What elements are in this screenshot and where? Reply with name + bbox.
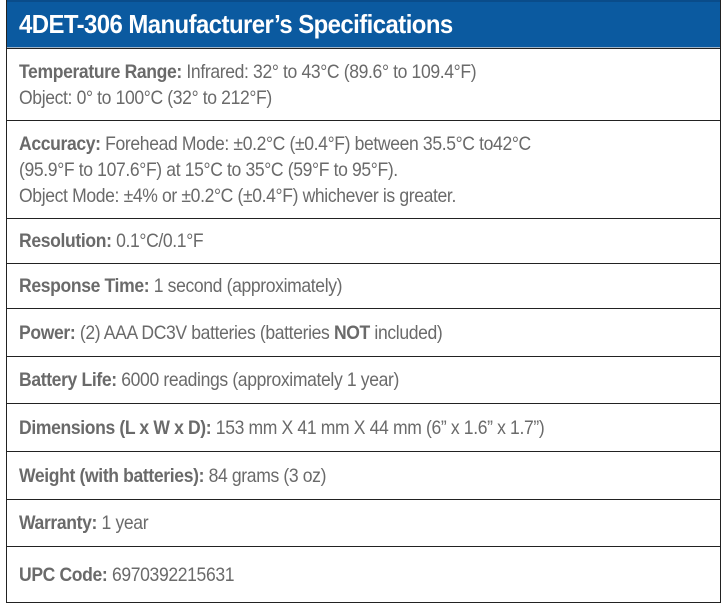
spec-value: 84 grams (3 oz) bbox=[208, 464, 327, 487]
spec-row-weight: Weight (with batteries): 84 grams (3 oz) bbox=[7, 451, 720, 499]
spec-value: 153 mm X 41 mm X 44 mm (6” x 1.6” x 1.7”… bbox=[215, 416, 545, 439]
spec-row-power: Power: (2) AAA DC3V batteries (batteries… bbox=[7, 308, 720, 356]
spec-row-battery-life: Battery Life: 6000 readings (approximate… bbox=[7, 356, 720, 403]
spec-value: 0.1°C/0.1°F bbox=[116, 230, 204, 252]
spec-row-warranty: Warranty: 1 year bbox=[7, 499, 720, 546]
spec-value: 6000 readings (approximately 1 year) bbox=[121, 369, 399, 391]
page-title: 4DET-306 Manufacturer’s Specifications bbox=[19, 9, 453, 39]
spec-value: Object Mode: ±4% or ±0.2°C (±0.4°F) whic… bbox=[19, 184, 456, 207]
spec-row-upc-code: UPC Code: 6970392215631 bbox=[7, 546, 720, 602]
spec-value: Infrared: 32° to 43°C (89.6° to 109.4°F) bbox=[186, 60, 477, 83]
spec-label: Accuracy: bbox=[19, 132, 101, 155]
spec-label: Battery Life: bbox=[19, 369, 117, 391]
spec-label: UPC Code: bbox=[19, 563, 108, 586]
spec-value: Forehead Mode: ±0.2°C (±0.4°F) between 3… bbox=[105, 132, 531, 155]
spec-value: 6970392215631 bbox=[111, 563, 235, 586]
spec-row-resolution: Resolution: 0.1°C/0.1°F bbox=[7, 218, 720, 263]
spec-row-dimensions: Dimensions (L x W x D): 153 mm X 41 mm X… bbox=[7, 403, 720, 451]
spec-value: Object: 0° to 100°C (32° to 212°F) bbox=[19, 86, 272, 109]
spec-value: 1 year bbox=[101, 512, 149, 534]
spec-label: Warranty: bbox=[19, 512, 98, 534]
spec-label: Resolution: bbox=[19, 230, 112, 252]
table-header: 4DET-306 Manufacturer’s Specifications bbox=[7, 0, 720, 48]
spec-value: (95.9°F to 107.6°F) at 15°C to 35°C (59°… bbox=[19, 158, 398, 181]
spec-row-accuracy: Accuracy: Forehead Mode: ±0.2°C (±0.4°F)… bbox=[7, 120, 720, 218]
spec-row-response-time: Response Time: 1 second (approximately) bbox=[7, 263, 720, 308]
specifications-table: 4DET-306 Manufacturer’s Specifications T… bbox=[6, 0, 721, 603]
spec-label: Weight (with batteries): bbox=[19, 464, 205, 487]
spec-label: Dimensions (L x W x D): bbox=[19, 416, 212, 439]
spec-row-temperature-range: Temperature Range: Infrared: 32° to 43°C… bbox=[7, 48, 720, 120]
spec-label: Temperature Range: bbox=[19, 60, 182, 83]
spec-label: Response Time: bbox=[19, 275, 150, 297]
spec-value-emphasis: NOT bbox=[333, 321, 370, 344]
spec-value: 1 second (approximately) bbox=[153, 275, 343, 297]
spec-value: included) bbox=[369, 321, 443, 344]
spec-value: (2) AAA DC3V batteries (batteries bbox=[79, 321, 334, 344]
spec-label: Power: bbox=[19, 321, 76, 344]
